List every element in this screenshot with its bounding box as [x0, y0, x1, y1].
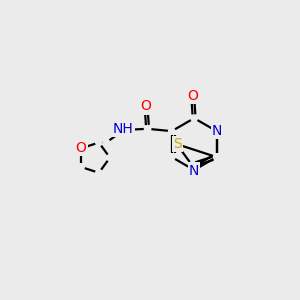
Text: S: S [173, 137, 182, 151]
Text: NH: NH [113, 122, 134, 136]
Text: O: O [187, 89, 198, 103]
Text: N: N [212, 124, 222, 138]
Text: O: O [76, 141, 87, 155]
Text: O: O [141, 99, 152, 113]
Text: N: N [189, 164, 200, 178]
